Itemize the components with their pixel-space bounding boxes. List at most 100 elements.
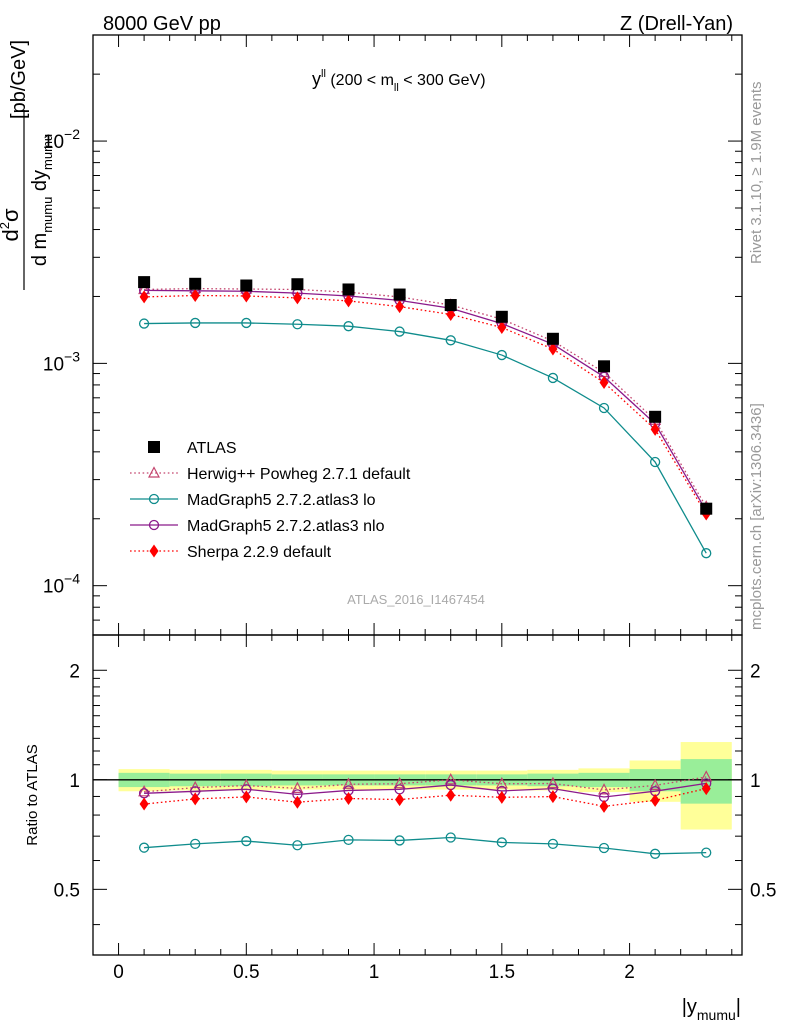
atlas-data-point — [393, 288, 406, 301]
ratio-point — [291, 781, 304, 793]
ratio-point — [701, 782, 711, 796]
legend-label: Sherpa 2.2.9 default — [187, 544, 332, 561]
x-tick-label: 2 — [624, 962, 635, 983]
analysis-watermark: ATLAS_2016_I1467454 — [347, 592, 485, 607]
ratio-point — [241, 790, 251, 804]
data-point — [446, 307, 456, 321]
mcplots-reference-label: mcplots.cern.ch [arXiv:1306.3436] — [748, 403, 765, 630]
ratio-y-tick-label-left: 0.5 — [54, 880, 80, 901]
data-point — [496, 349, 507, 361]
atlas-data-point — [240, 279, 253, 292]
ratio-point — [342, 777, 355, 789]
data-point — [650, 422, 660, 436]
series-line-3 — [144, 289, 707, 512]
ratio-point — [650, 793, 660, 807]
atlas-data-point — [598, 360, 611, 373]
legend-marker — [148, 519, 160, 531]
ratio-point — [497, 790, 507, 804]
data-point — [395, 300, 405, 314]
data-point — [190, 288, 200, 302]
svg-text:d2σ: d2σ — [0, 208, 23, 241]
ratio-point — [241, 835, 252, 847]
y-axis-label: d2σ d mmumu dymumu [pb/GeV] — [0, 40, 55, 290]
ratio-point — [598, 842, 610, 854]
ratio-line-4 — [144, 787, 707, 808]
ratio-point — [190, 838, 201, 850]
series-line-1 — [144, 287, 707, 508]
data-point — [139, 290, 149, 304]
ratio-point — [395, 793, 405, 807]
legend-label: MadGraph5 2.7.2.atlas3 nlo — [187, 518, 385, 535]
data-point — [649, 456, 661, 468]
legend-marker — [148, 466, 160, 478]
y-tick-label: 10−4 — [43, 571, 80, 598]
ratio-point — [445, 832, 456, 843]
ratio-point — [701, 847, 712, 858]
y-tick-label: 10−3 — [43, 348, 80, 375]
legend-label: ATLAS — [187, 440, 237, 457]
legend-label: MadGraph5 2.7.2.atlas3 lo — [187, 492, 376, 509]
x-tick-label: 1 — [369, 962, 380, 983]
ratio-point — [190, 792, 200, 806]
legend-marker — [148, 493, 160, 505]
ratio-y-axis-label: Ratio to ATLAS — [24, 744, 41, 845]
ratio-line-2 — [144, 836, 707, 855]
ratio-point — [599, 799, 609, 813]
legend-label: Herwig++ Powheg 2.7.1 default — [187, 466, 411, 483]
legend: ATLAS Herwig++ Powheg 2.7.1 default MadGra… — [130, 440, 411, 561]
legend-marker-atlas — [148, 441, 160, 453]
ratio-point — [138, 785, 151, 797]
ratio-line-3 — [144, 782, 707, 798]
ratio-point — [547, 838, 559, 850]
ratio-panel-data — [138, 770, 713, 859]
ratio-point — [495, 776, 508, 789]
data-point — [599, 376, 609, 390]
data-point — [344, 294, 354, 308]
ratio-point — [546, 776, 559, 789]
series-line-2 — [144, 322, 707, 554]
rivet-version-label: Rivet 3.1.10, ≥ 1.9M events — [748, 82, 765, 265]
x-axis-label: |ymumu| — [682, 996, 741, 1023]
data-point — [241, 317, 252, 329]
atlas-data-point — [342, 283, 355, 296]
ratio-point — [649, 848, 661, 859]
ratio-point — [344, 792, 354, 806]
ratio-point — [700, 770, 713, 782]
ratio-point — [343, 834, 354, 846]
ratio-point — [598, 783, 611, 795]
series-line-4 — [144, 294, 707, 515]
data-point — [190, 317, 201, 329]
ratio-uncertainty-bands — [93, 742, 742, 830]
ratio-y-tick-label-right: 0.5 — [750, 880, 776, 901]
axes: 0 0.5 1 1.5 2 10−2 10−3 10−4 0.5 0.5 1 1 2 2 — [43, 34, 776, 983]
atlas-data-point — [700, 502, 713, 515]
ratio-y-tick-label-left: 2 — [69, 661, 80, 682]
data-point — [445, 335, 456, 346]
data-point — [292, 319, 303, 330]
atlas-data-point — [189, 277, 202, 290]
ratio-point — [444, 773, 457, 785]
data-point — [138, 318, 150, 329]
x-tick-label: 0 — [113, 962, 124, 983]
ratio-point — [393, 776, 406, 789]
ratio-point — [548, 790, 558, 804]
ratio-point — [496, 837, 507, 848]
data-point — [292, 291, 302, 305]
data-point — [548, 342, 558, 356]
ratio-point — [649, 778, 662, 790]
data-point — [394, 326, 405, 337]
svg-text:[pb/GeV]: [pb/GeV] — [8, 40, 30, 119]
data-point — [343, 321, 354, 332]
x-tick-label: 0.5 — [233, 962, 259, 983]
atlas-data-point — [138, 276, 151, 289]
main-panel-data — [138, 276, 713, 559]
atlas-data-point — [546, 332, 559, 345]
ratio-y-tick-label-left: 1 — [69, 771, 80, 792]
header-left: 8000 GeV pp — [103, 13, 221, 35]
x-tick-label: 1.5 — [489, 962, 515, 983]
atlas-data-point — [649, 410, 662, 423]
legend-marker — [149, 544, 159, 558]
ratio-point — [446, 788, 456, 802]
svg-text:d mmumu dymumu: d mmumu dymumu — [29, 134, 55, 266]
